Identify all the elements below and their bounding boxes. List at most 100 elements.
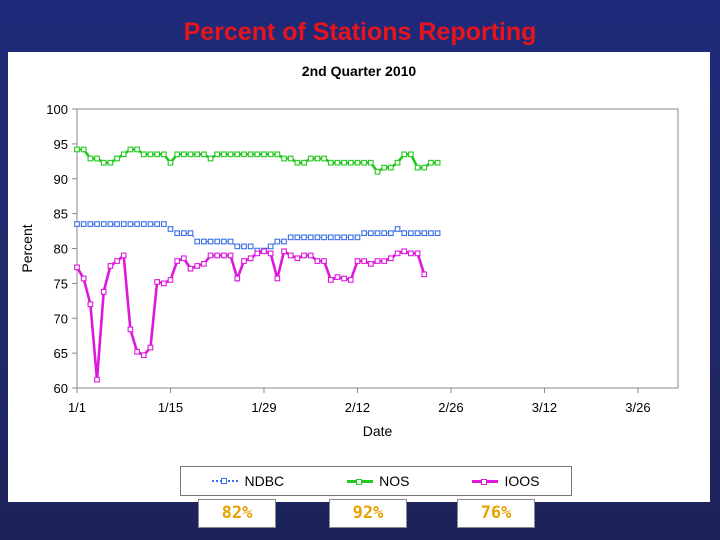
data-point-nos — [194, 151, 201, 158]
data-point-nos — [241, 151, 247, 158]
data-point-nos — [140, 151, 147, 158]
data-point-ioos — [221, 252, 227, 259]
y-tick-label: 70 — [54, 311, 68, 326]
legend-item-nos: NOS — [347, 473, 409, 489]
data-point-ioos — [107, 263, 114, 269]
x-tick-label: 1/15 — [158, 400, 183, 415]
data-point-ndbc — [287, 234, 294, 241]
data-point-nos — [374, 168, 381, 175]
data-point-nos — [281, 155, 287, 162]
data-point-nos — [94, 155, 100, 162]
slide-title: Percent of Stations Reporting — [183, 18, 537, 46]
data-point-nos — [80, 146, 87, 153]
y-tick-label: 80 — [54, 242, 68, 257]
data-point-ioos — [80, 275, 87, 282]
legend-item-ndbc: NDBC — [212, 473, 284, 489]
data-point-ioos — [341, 275, 347, 282]
summary-box-nos: 92% — [329, 499, 407, 528]
data-point-nos — [187, 151, 194, 158]
data-point-nos — [274, 151, 281, 158]
x-axis-label: Date — [363, 423, 393, 439]
summary-box-ndbc: 82% — [198, 499, 276, 528]
summary-box-ioos: 76% — [457, 499, 535, 528]
data-point-ioos — [261, 248, 267, 255]
data-point-ioos — [394, 250, 401, 257]
data-point-nos — [414, 164, 421, 171]
data-point-nos — [100, 159, 107, 166]
data-point-ioos — [301, 252, 307, 259]
data-point-ioos — [247, 255, 254, 262]
data-point-ndbc — [140, 221, 147, 227]
data-point-ioos — [227, 252, 234, 259]
data-point-ndbc — [434, 230, 441, 237]
data-point-nos — [107, 159, 114, 166]
data-point-ndbc — [234, 243, 241, 250]
data-point-nos — [261, 151, 267, 158]
data-point-ioos — [234, 275, 241, 282]
data-point-nos — [367, 159, 374, 166]
x-axis: 1/1 1/15 1/29 2/12 2/26 3/12 3/26 — [68, 388, 651, 415]
data-point-ndbc — [341, 234, 347, 241]
data-point-ndbc — [388, 230, 394, 237]
data-point-ndbc — [214, 238, 221, 245]
data-point-ioos — [127, 326, 134, 333]
x-tick-label: 2/26 — [438, 400, 463, 415]
data-point-ndbc — [414, 230, 421, 237]
data-point-ndbc — [180, 230, 187, 237]
data-point-nos — [207, 155, 214, 162]
data-point-ioos — [241, 258, 247, 264]
data-point-ndbc — [107, 221, 114, 227]
data-point-nos — [267, 151, 274, 158]
legend-label-ndbc: NDBC — [244, 473, 285, 489]
data-point-ioos — [381, 258, 388, 264]
data-point-ndbc — [294, 234, 301, 241]
y-axis-label: Percent — [19, 224, 35, 272]
legend-item-ioos: IOOS — [472, 473, 539, 489]
data-point-ioos — [347, 277, 354, 283]
data-point-nos — [341, 159, 347, 166]
y-tick-label: 100 — [46, 102, 68, 117]
data-point-ndbc — [267, 243, 274, 250]
data-point-ioos — [367, 260, 374, 267]
data-point-ndbc — [80, 221, 87, 227]
data-point-nos — [347, 159, 354, 166]
plot-area — [76, 108, 679, 389]
data-point-ioos — [374, 258, 381, 264]
data-point-nos — [234, 151, 241, 158]
data-point-ndbc — [100, 221, 107, 227]
data-point-ndbc — [408, 230, 414, 237]
data-point-nos — [221, 151, 227, 158]
data-point-nos — [354, 159, 361, 166]
data-point-ndbc — [120, 221, 127, 227]
data-point-ioos — [100, 288, 107, 295]
y-tick-label: 90 — [54, 172, 68, 187]
data-point-ndbc — [354, 234, 361, 241]
data-point-ndbc — [227, 238, 234, 245]
data-point-ioos — [334, 274, 341, 280]
data-point-ioos — [408, 250, 414, 257]
data-point-ndbc — [401, 230, 408, 237]
data-point-nos — [114, 155, 120, 162]
data-point-ndbc — [307, 234, 314, 241]
data-point-nos — [127, 146, 134, 153]
line-chart: 60 65 70 75 80 85 90 95 100 1/1 1/15 1/29 2/12 2/26 3… — [19, 102, 679, 439]
data-point-ioos — [267, 250, 274, 257]
data-point-nos — [180, 151, 187, 158]
data-point-ndbc — [327, 234, 334, 241]
data-point-nos — [134, 146, 140, 153]
data-point-nos — [87, 155, 94, 162]
data-point-nos — [294, 159, 301, 166]
x-tick-label: 1/29 — [251, 400, 276, 415]
data-point-ndbc — [361, 230, 367, 237]
data-point-ioos — [74, 264, 80, 271]
data-point-ioos — [120, 252, 127, 259]
data-point-ndbc — [321, 234, 327, 241]
data-point-ndbc — [428, 230, 434, 237]
legend-label-nos: NOS — [379, 473, 410, 489]
data-point-nos — [428, 159, 434, 166]
y-axis: 60 65 70 75 80 85 90 95 100 — [46, 102, 77, 396]
data-point-ioos — [154, 279, 160, 285]
data-point-nos — [167, 159, 174, 166]
data-point-ioos — [160, 280, 167, 287]
data-point-nos — [434, 159, 441, 166]
